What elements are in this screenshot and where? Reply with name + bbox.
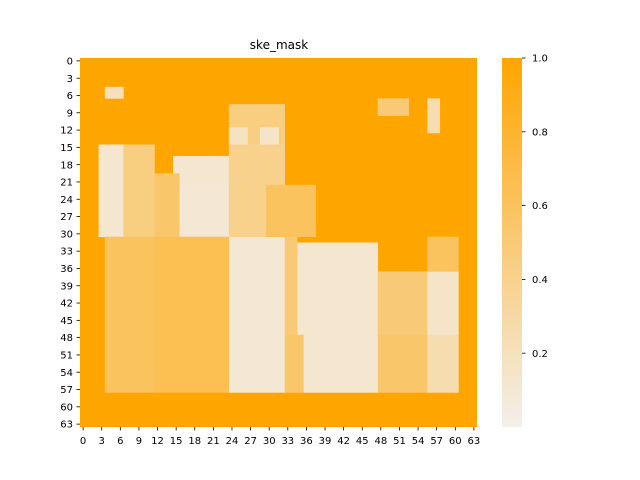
y-tick-label: 39 [60,281,73,292]
chart-title: ske_mask [250,38,308,52]
y-tick-label: 36 [60,264,73,275]
y-tick-label: 51 [60,351,73,362]
x-tick-label: 57 [430,436,443,447]
x-axis: 0 3 6 9 12 15 18 21 24 27 30 33 36 39 42 45 48 51 54 57 60 63 [80,427,480,447]
heatmap-region [123,144,155,238]
x-tick-label: 42 [337,436,350,447]
x-tick-label: 6 [117,436,123,447]
y-tick-label: 9 [67,108,73,119]
x-tick-label: 51 [393,436,406,447]
heatmap-region [104,236,155,393]
y-tick-label: 6 [67,91,73,102]
x-tick-label: 27 [244,436,257,447]
y-tick-label: 12 [60,126,73,137]
heatmap-region [228,236,286,393]
heatmap-region [427,271,459,336]
x-tick-label: 21 [207,436,220,447]
y-tick-label: 60 [60,402,73,413]
x-tick-label: 30 [263,436,276,447]
x-tick-label: 12 [151,436,164,447]
colorbar-tick-label: 0.6 [532,201,548,212]
heatmap-region [303,334,379,393]
y-tick-label: 15 [60,143,73,154]
x-tick-label: 0 [80,436,86,447]
x-tick-label: 18 [188,436,201,447]
x-tick-label: 33 [281,436,294,447]
x-tick-label: 24 [226,436,239,447]
heatmap-region [173,156,230,186]
x-tick-label: 63 [468,436,481,447]
colorbar-axis: 0.2 0.4 0.6 0.8 1.0 [522,54,548,360]
heatmap-region [427,334,459,393]
heatmap-region [377,334,428,393]
heatmap-region [154,236,230,393]
heatmap-region [154,173,180,238]
colorbar [502,58,522,427]
y-tick-label: 33 [60,247,73,258]
heatmap-region [266,184,317,238]
y-tick-label: 63 [60,420,73,431]
heatmap-region [377,98,410,116]
y-tick-label: 21 [60,178,73,189]
heatmap-cells [80,58,477,427]
colorbar-tick-label: 0.4 [532,275,548,286]
y-tick-label: 54 [60,368,73,379]
heatmap-region [284,334,304,393]
x-tick-label: 54 [412,436,425,447]
x-tick-label: 15 [170,436,183,447]
y-tick-label: 45 [60,316,73,327]
heatmap-region [297,242,379,336]
heatmap-region [104,86,124,99]
x-tick-label: 36 [300,436,313,447]
heatmap-region [228,127,248,145]
heatmap-region [98,144,124,238]
x-tick-label: 39 [319,436,332,447]
y-tick-label: 57 [60,385,73,396]
heatmap-region [377,271,428,336]
colorbar-tick-label: 0.2 [532,349,548,360]
heatmap-region [259,127,279,145]
colorbar-tick-label: 1.0 [532,54,548,65]
y-tick-label: 24 [60,195,73,206]
y-tick-label: 27 [60,212,73,223]
x-tick-label: 60 [449,436,462,447]
x-tick-label: 48 [374,436,387,447]
x-tick-label: 9 [136,436,142,447]
heatmap-region [427,98,441,134]
y-tick-label: 3 [67,74,73,85]
y-tick-label: 30 [60,229,73,240]
heatmap-region [427,236,459,272]
y-tick-label: 18 [60,160,73,171]
x-tick-label: 3 [99,436,105,447]
colorbar-tick-label: 0.8 [532,127,548,138]
y-tick-label: 0 [67,56,73,67]
heatmap-region [284,236,298,336]
y-tick-label: 48 [60,333,73,344]
x-tick-label: 45 [356,436,369,447]
y-tick-label: 42 [60,299,73,310]
